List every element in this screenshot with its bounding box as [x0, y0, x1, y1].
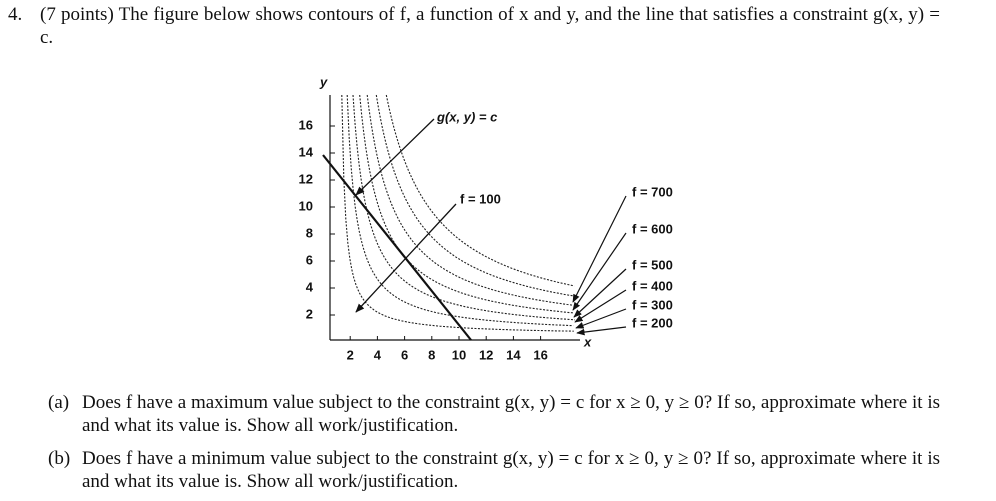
arrow [574, 289, 627, 323]
contour-label: f = 600 [632, 221, 673, 236]
part-b: (b) Does f have a minimum value subject … [48, 447, 940, 493]
arrow [355, 118, 435, 196]
x-tick-label: 4 [374, 347, 382, 362]
y-tick-label: 4 [306, 279, 314, 294]
arrow [576, 326, 627, 336]
part-text: Does f have a minimum value subject to t… [82, 448, 940, 492]
constraint-label: g(x, y) = c [436, 109, 498, 124]
intro-text: (7 points) The figure below shows contou… [40, 4, 940, 48]
arrow [572, 195, 627, 303]
contour [352, 94, 576, 321]
part-a: (a) Does f have a maximum value subject … [48, 391, 940, 437]
x-tick-label: 16 [533, 347, 547, 362]
x-tick-label: 14 [506, 347, 521, 362]
problem-number: 4. [8, 4, 23, 25]
x-tick-label: 6 [401, 347, 408, 362]
part-label: (b) [48, 448, 71, 469]
x-tick-label: 2 [347, 347, 354, 362]
arrow [355, 203, 457, 313]
x-tick-label: 10 [452, 347, 466, 362]
contour-label: f = 500 [632, 257, 673, 272]
contours [341, 94, 576, 332]
y-tick-label: 8 [306, 225, 313, 240]
constraint-line [322, 154, 472, 341]
contour [385, 94, 575, 287]
arrow [572, 232, 627, 311]
contour-label: f = 200 [632, 315, 673, 330]
contour [375, 94, 575, 297]
contour-label: f = 700 [632, 184, 673, 199]
y-tick-label: 6 [306, 252, 313, 267]
x-axis-label: x [583, 334, 592, 349]
y-tick-label: 12 [299, 171, 313, 186]
problem-intro: 4. (7 points) The figure below shows con… [8, 3, 940, 49]
contour-label: f = 100 [460, 191, 501, 206]
x-tick-label: 8 [428, 347, 435, 362]
y-tick-label: 14 [299, 144, 314, 159]
arrow [573, 268, 627, 318]
contour-label: f = 300 [632, 297, 673, 312]
contour-label: f = 400 [632, 278, 673, 293]
x-tick-label: 12 [479, 347, 493, 362]
y-tick-label: 2 [306, 306, 313, 321]
contour [346, 94, 574, 327]
y-tick-label: 16 [299, 117, 313, 132]
y-axis-label: y [319, 74, 328, 89]
contour [341, 94, 574, 332]
part-text: Does f have a maximum value subject to t… [82, 392, 940, 436]
part-label: (a) [48, 392, 70, 413]
arrow [575, 308, 627, 329]
y-tick-label: 10 [299, 198, 313, 213]
